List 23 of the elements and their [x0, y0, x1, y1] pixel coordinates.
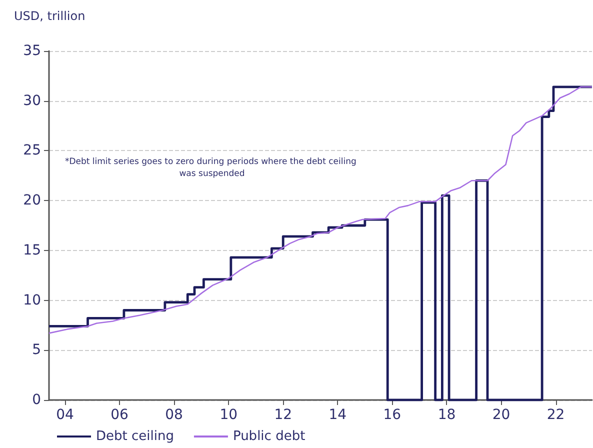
y-axis-title: USD, trillion [14, 9, 86, 23]
x-tick-label: 08 [165, 407, 183, 423]
x-tick-label: 06 [110, 407, 129, 423]
y-tick-label: 5 [32, 342, 41, 358]
y-tick-label: 0 [32, 392, 41, 408]
x-tick-label: 16 [383, 407, 402, 423]
y-tick-label: 15 [23, 242, 41, 258]
y-tick-label: 30 [23, 92, 41, 109]
x-tick-label: 12 [274, 407, 292, 423]
x-tick-label: 14 [328, 407, 347, 423]
y-tick-label: 20 [23, 192, 41, 209]
y-tick-label: 35 [23, 43, 41, 59]
line-series [48, 86, 593, 334]
y-tick-label: 25 [23, 142, 41, 159]
legend-label: Public debt [232, 429, 306, 444]
legend-label: Debt ceiling [96, 429, 174, 444]
x-tick-label: 10 [220, 407, 238, 423]
x-tick-label: 20 [492, 407, 510, 423]
y-tick-label: 10 [23, 292, 41, 308]
x-tick-label: 04 [56, 407, 74, 423]
x-tick-label: 22 [546, 407, 565, 423]
x-tick-label: 18 [438, 407, 456, 423]
annotation: *Debt limit series goes to zero during periods where the debt ceiling was suspended [64, 157, 360, 179]
